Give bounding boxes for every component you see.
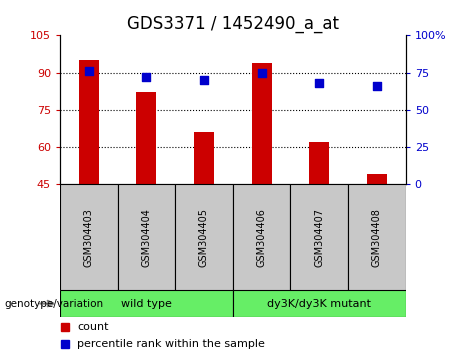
Point	[315, 80, 323, 86]
Bar	[348, 184, 406, 290]
Point	[142, 74, 150, 80]
Bar	[233, 184, 290, 290]
Text: genotype/variation: genotype/variation	[5, 298, 104, 309]
Text: percentile rank within the sample: percentile rank within the sample	[77, 339, 265, 349]
Point	[258, 70, 266, 75]
Text: wild type: wild type	[121, 298, 172, 309]
Text: GSM304404: GSM304404	[142, 208, 151, 267]
Bar	[60, 290, 233, 317]
Point	[85, 68, 92, 74]
Text: GSM304403: GSM304403	[84, 208, 94, 267]
Bar	[252, 63, 272, 184]
Text: GSM304407: GSM304407	[314, 208, 324, 267]
Bar	[175, 184, 233, 290]
Text: count: count	[77, 321, 109, 332]
Bar	[290, 184, 348, 290]
Bar	[233, 290, 406, 317]
Text: dy3K/dy3K mutant: dy3K/dy3K mutant	[267, 298, 371, 309]
Bar	[309, 142, 329, 184]
Text: GSM304408: GSM304408	[372, 208, 382, 267]
Text: GSM304405: GSM304405	[199, 208, 209, 267]
Bar	[60, 184, 118, 290]
Bar	[136, 92, 156, 184]
Bar	[79, 60, 99, 184]
Bar	[118, 184, 175, 290]
Bar	[194, 132, 214, 184]
Title: GDS3371 / 1452490_a_at: GDS3371 / 1452490_a_at	[127, 15, 339, 33]
Point	[373, 83, 381, 89]
Point	[200, 77, 207, 83]
Bar	[367, 174, 387, 184]
Text: GSM304406: GSM304406	[257, 208, 266, 267]
